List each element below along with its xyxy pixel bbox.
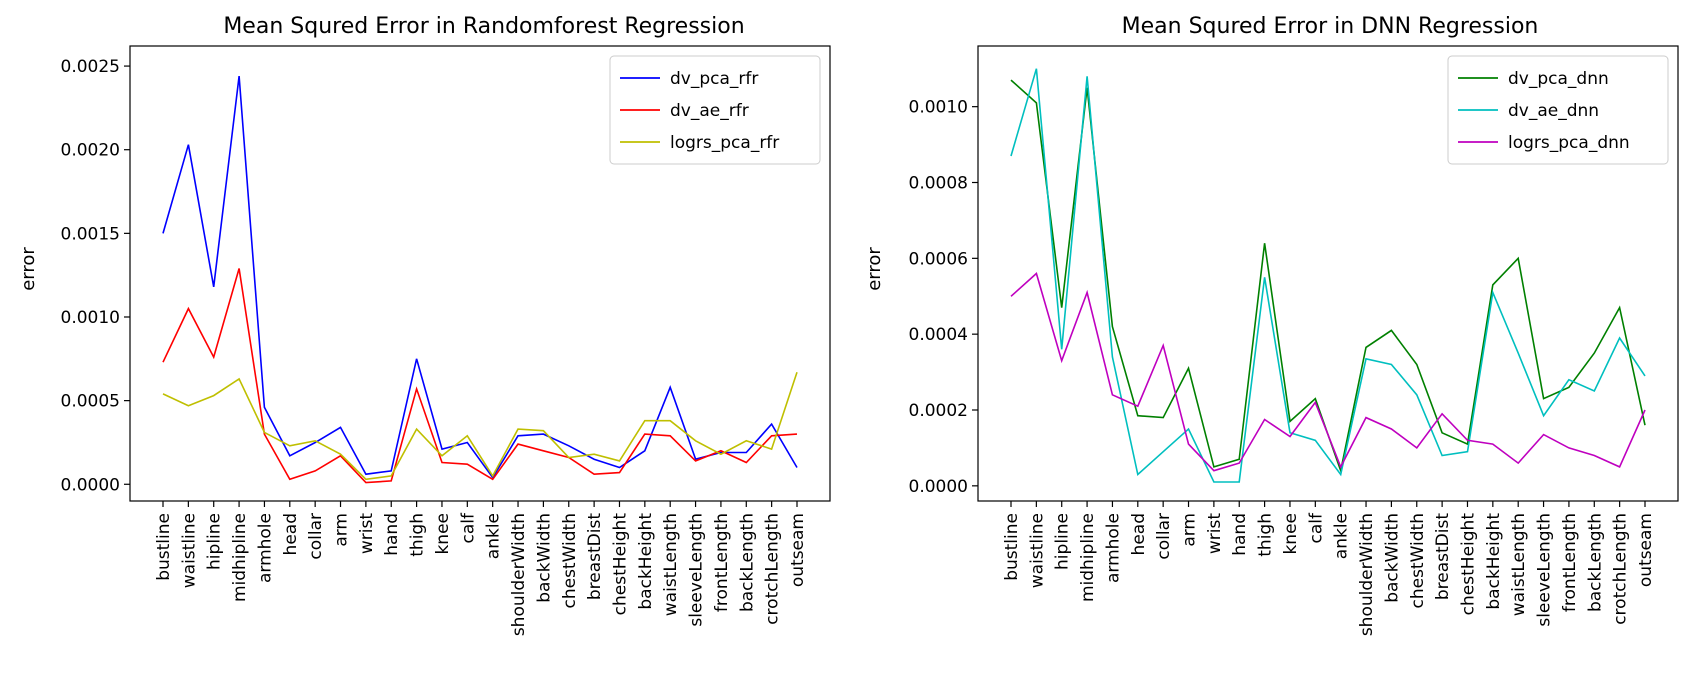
dnn-x-tick-label: arm — [1180, 513, 1200, 547]
dnn-y-tick-label: 0.0008 — [909, 174, 968, 194]
dnn-x-tick-label: backHeight — [1484, 513, 1504, 610]
rfr-x-tick-label: crotchLength — [763, 513, 783, 625]
rfr-x-tick-label: outseam — [788, 513, 808, 587]
rfr-legend-label: dv_pca_rfr — [670, 69, 758, 89]
rfr-x-tick-label: collar — [306, 513, 326, 560]
rfr-x-tick-label: waistLength — [661, 513, 681, 616]
dnn-x-tick-label: chestWidth — [1408, 513, 1428, 609]
rfr-x-tick-label: arm — [332, 513, 352, 547]
rfr-y-axis-label: error — [18, 247, 39, 291]
rfr-x-tick-label: sleeveLength — [687, 513, 707, 627]
dnn-y-tick-label: 0.0002 — [909, 401, 968, 421]
dnn-legend-label: dv_pca_dnn — [1508, 69, 1609, 89]
dnn-series-line-dv_ae_dnn — [1010, 68, 1646, 483]
dnn-x-tick-label: backLength — [1585, 513, 1605, 612]
dnn-x-tick-label: crotchLength — [1611, 513, 1631, 625]
rfr-series-line-logrs_pca_rfr — [162, 371, 798, 481]
dnn-x-tick-label: wrist — [1205, 513, 1225, 554]
rfr-y-tick-label: 0.0020 — [61, 141, 120, 161]
dnn-y-tick-label: 0.0000 — [909, 477, 968, 497]
dnn-plot-frame — [977, 45, 1679, 502]
rfr-series-line-dv_ae_rfr — [162, 268, 798, 484]
dnn-legend-box — [1447, 55, 1669, 165]
dnn-legend-label: dv_ae_dnn — [1508, 101, 1599, 121]
rfr-legend-label: dv_ae_rfr — [670, 101, 749, 121]
rfr-plot-frame — [129, 45, 831, 502]
dnn-y-axis-label: error — [864, 247, 885, 291]
rfr-x-tick-label: backWidth — [534, 513, 554, 603]
rfr-x-tick-label: shoulderWidth — [509, 513, 529, 636]
dnn-chart-title: Mean Squred Error in DNN Regression — [1122, 14, 1539, 39]
rfr-x-tick-label: breastDist — [585, 513, 605, 600]
rfr-y-tick-label: 0.0000 — [61, 475, 120, 495]
rfr-x-tick-label: calf — [458, 512, 478, 543]
dnn-x-tick-label: waistline — [1027, 513, 1047, 588]
dnn-x-tick-label: collar — [1154, 513, 1174, 560]
rfr-legend-box — [609, 55, 821, 165]
dnn-y-tick-label: 0.0006 — [909, 249, 968, 269]
dnn-x-tick-label: head — [1129, 513, 1149, 555]
dnn-chart-panel: Mean Squred Error in DNN Regression erro… — [864, 14, 1679, 636]
rfr-x-tick-label: head — [281, 513, 301, 555]
rfr-chart-title: Mean Squred Error in Randomforest Regres… — [223, 14, 744, 39]
dnn-y-tick-label: 0.0010 — [909, 98, 968, 118]
rfr-y-tick-label: 0.0015 — [61, 224, 120, 244]
rfr-x-tick-label: wrist — [357, 513, 377, 554]
rfr-x-tick-label: armhole — [255, 513, 275, 583]
dnn-y-tick-label: 0.0004 — [909, 325, 968, 345]
rfr-x-tick-label: midhipline — [230, 513, 250, 602]
dnn-x-tick-label: hand — [1230, 513, 1250, 556]
rfr-x-tick-label: waistline — [179, 513, 199, 588]
dnn-series-line-logrs_pca_dnn — [1010, 272, 1646, 472]
rfr-x-tick-label: hand — [382, 513, 402, 556]
rfr-x-tick-label: chestHeight — [610, 513, 630, 616]
dnn-x-tick-label: sleeveLength — [1535, 513, 1555, 627]
rfr-x-tick-label: thigh — [408, 513, 428, 557]
dnn-x-tick-label: bustline — [1002, 513, 1022, 581]
dnn-x-tick-label: ankle — [1332, 513, 1352, 559]
dnn-legend: dv_pca_dnn dv_ae_dnn logrs_pca_dnn — [1447, 55, 1669, 165]
dnn-x-tick-label: armhole — [1103, 513, 1123, 583]
rfr-x-tick-label: ankle — [484, 513, 504, 559]
dnn-x-tick-label: calf — [1306, 512, 1326, 543]
dnn-x-tick-label: outseam — [1636, 513, 1656, 587]
rfr-x-tick-label: knee — [433, 513, 453, 555]
dnn-legend-label: logrs_pca_dnn — [1508, 133, 1630, 153]
rfr-legend-label: logrs_pca_rfr — [670, 133, 779, 153]
rfr-y-tick-label: 0.0010 — [61, 308, 120, 328]
rfr-x-tick-label: backLength — [737, 513, 757, 612]
dnn-x-tick-label: chestHeight — [1458, 513, 1478, 616]
dnn-x-tick-label: midhipline — [1078, 513, 1098, 602]
dnn-x-tick-label: shoulderWidth — [1357, 513, 1377, 636]
rfr-x-tick-label: backHeight — [636, 513, 656, 610]
rfr-legend: dv_pca_rfr dv_ae_rfr logrs_pca_rfr — [609, 55, 821, 165]
rfr-chart-panel: Mean Squred Error in Randomforest Regres… — [18, 14, 831, 636]
rfr-y-tick-label: 0.0005 — [61, 392, 120, 412]
rfr-x-tick-label: chestWidth — [560, 513, 580, 609]
rfr-series-line-dv_pca_rfr — [162, 76, 798, 480]
rfr-x-tick-label: frontLength — [712, 513, 732, 612]
dnn-x-tick-label: thigh — [1256, 513, 1276, 557]
dnn-x-tick-label: waistLength — [1509, 513, 1529, 616]
rfr-x-tick-label: bustline — [154, 513, 174, 581]
dnn-x-tick-label: knee — [1281, 513, 1301, 555]
rfr-x-tick-label: hipline — [205, 513, 225, 570]
rfr-y-tick-label: 0.0025 — [61, 57, 120, 77]
dnn-x-tick-label: breastDist — [1433, 513, 1453, 600]
dnn-x-tick-label: frontLength — [1560, 513, 1580, 612]
dnn-x-tick-label: backWidth — [1382, 513, 1402, 603]
dnn-x-tick-label: hipline — [1053, 513, 1073, 570]
